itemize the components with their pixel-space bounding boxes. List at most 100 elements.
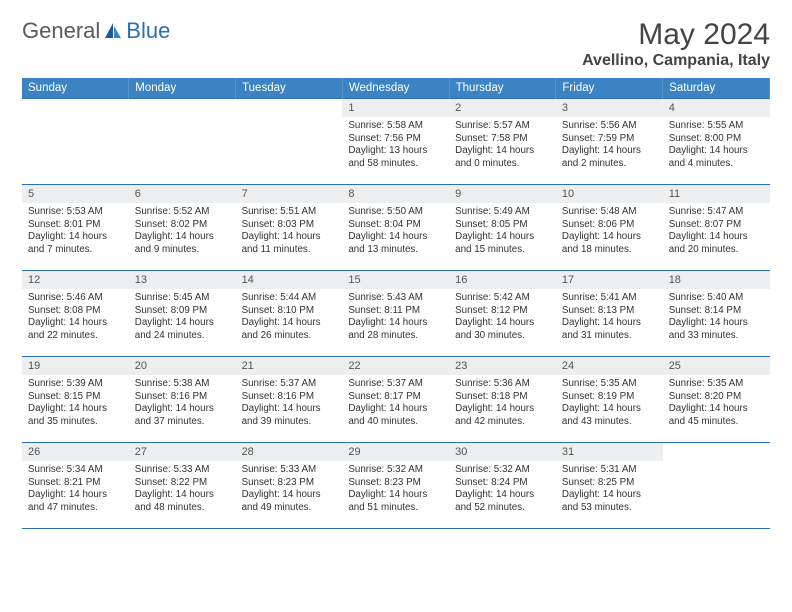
day-number: 24 <box>556 357 663 375</box>
day-body: Sunrise: 5:35 AMSunset: 8:19 PMDaylight:… <box>556 375 663 432</box>
day-number: 3 <box>556 99 663 117</box>
day-number: 8 <box>342 185 449 203</box>
day-body: Sunrise: 5:34 AMSunset: 8:21 PMDaylight:… <box>22 461 129 518</box>
calendar-day-cell: 15Sunrise: 5:43 AMSunset: 8:11 PMDayligh… <box>342 271 449 357</box>
sunset-line: Sunset: 8:08 PM <box>28 305 123 318</box>
day-body: Sunrise: 5:39 AMSunset: 8:15 PMDaylight:… <box>22 375 129 432</box>
day-body: Sunrise: 5:53 AMSunset: 8:01 PMDaylight:… <box>22 203 129 260</box>
sunset-line: Sunset: 7:58 PM <box>455 133 550 146</box>
calendar-day-cell: 21Sunrise: 5:37 AMSunset: 8:16 PMDayligh… <box>236 357 343 443</box>
day-body: Sunrise: 5:48 AMSunset: 8:06 PMDaylight:… <box>556 203 663 260</box>
day-body: Sunrise: 5:46 AMSunset: 8:08 PMDaylight:… <box>22 289 129 346</box>
calendar-day-cell: 8Sunrise: 5:50 AMSunset: 8:04 PMDaylight… <box>342 185 449 271</box>
day-body: Sunrise: 5:57 AMSunset: 7:58 PMDaylight:… <box>449 117 556 174</box>
day-body: Sunrise: 5:55 AMSunset: 8:00 PMDaylight:… <box>663 117 770 174</box>
weekday-header: Monday <box>129 78 236 99</box>
weekday-header: Sunday <box>22 78 129 99</box>
sunrise-line: Sunrise: 5:51 AM <box>242 206 337 219</box>
calendar-day-cell: 23Sunrise: 5:36 AMSunset: 8:18 PMDayligh… <box>449 357 556 443</box>
location-subtitle: Avellino, Campania, Italy <box>582 52 770 70</box>
title-block: May 2024 Avellino, Campania, Italy <box>582 18 770 70</box>
calendar-table: SundayMondayTuesdayWednesdayThursdayFrid… <box>22 78 770 529</box>
calendar-day-cell: 2Sunrise: 5:57 AMSunset: 7:58 PMDaylight… <box>449 99 556 185</box>
day-number: 14 <box>236 271 343 289</box>
daylight-line: Daylight: 14 hours and 42 minutes. <box>455 403 550 428</box>
daylight-line: Daylight: 14 hours and 40 minutes. <box>348 403 443 428</box>
sunrise-line: Sunrise: 5:43 AM <box>348 292 443 305</box>
sunset-line: Sunset: 8:15 PM <box>28 391 123 404</box>
sunrise-line: Sunrise: 5:49 AM <box>455 206 550 219</box>
sunrise-line: Sunrise: 5:35 AM <box>562 378 657 391</box>
daylight-line: Daylight: 14 hours and 11 minutes. <box>242 231 337 256</box>
calendar-day-cell: 5Sunrise: 5:53 AMSunset: 8:01 PMDaylight… <box>22 185 129 271</box>
daylight-line: Daylight: 14 hours and 24 minutes. <box>135 317 230 342</box>
sunrise-line: Sunrise: 5:56 AM <box>562 120 657 133</box>
sunset-line: Sunset: 8:10 PM <box>242 305 337 318</box>
calendar-day-cell: 22Sunrise: 5:37 AMSunset: 8:17 PMDayligh… <box>342 357 449 443</box>
calendar-week-row: 12Sunrise: 5:46 AMSunset: 8:08 PMDayligh… <box>22 271 770 357</box>
sunset-line: Sunset: 8:02 PM <box>135 219 230 232</box>
weekday-header-row: SundayMondayTuesdayWednesdayThursdayFrid… <box>22 78 770 99</box>
sunrise-line: Sunrise: 5:44 AM <box>242 292 337 305</box>
day-body: Sunrise: 5:58 AMSunset: 7:56 PMDaylight:… <box>342 117 449 174</box>
day-body: Sunrise: 5:43 AMSunset: 8:11 PMDaylight:… <box>342 289 449 346</box>
calendar-day-cell: 17Sunrise: 5:41 AMSunset: 8:13 PMDayligh… <box>556 271 663 357</box>
sunrise-line: Sunrise: 5:48 AM <box>562 206 657 219</box>
sunrise-line: Sunrise: 5:31 AM <box>562 464 657 477</box>
calendar-day-cell: 20Sunrise: 5:38 AMSunset: 8:16 PMDayligh… <box>129 357 236 443</box>
daylight-line: Daylight: 14 hours and 22 minutes. <box>28 317 123 342</box>
day-number: 26 <box>22 443 129 461</box>
day-number: 21 <box>236 357 343 375</box>
header: General Blue May 2024 Avellino, Campania… <box>22 18 770 70</box>
daylight-line: Daylight: 14 hours and 4 minutes. <box>669 145 764 170</box>
sunrise-line: Sunrise: 5:35 AM <box>669 378 764 391</box>
weekday-header: Wednesday <box>342 78 449 99</box>
calendar-empty-cell <box>129 99 236 185</box>
logo-text-blue: Blue <box>126 18 170 44</box>
sunset-line: Sunset: 8:23 PM <box>242 477 337 490</box>
calendar-day-cell: 26Sunrise: 5:34 AMSunset: 8:21 PMDayligh… <box>22 443 129 529</box>
daylight-line: Daylight: 14 hours and 9 minutes. <box>135 231 230 256</box>
day-body: Sunrise: 5:37 AMSunset: 8:16 PMDaylight:… <box>236 375 343 432</box>
day-body: Sunrise: 5:49 AMSunset: 8:05 PMDaylight:… <box>449 203 556 260</box>
sunset-line: Sunset: 8:16 PM <box>242 391 337 404</box>
sunrise-line: Sunrise: 5:32 AM <box>455 464 550 477</box>
sunrise-line: Sunrise: 5:37 AM <box>348 378 443 391</box>
day-body: Sunrise: 5:32 AMSunset: 8:24 PMDaylight:… <box>449 461 556 518</box>
daylight-line: Daylight: 14 hours and 28 minutes. <box>348 317 443 342</box>
day-number: 12 <box>22 271 129 289</box>
day-body: Sunrise: 5:52 AMSunset: 8:02 PMDaylight:… <box>129 203 236 260</box>
day-number: 22 <box>342 357 449 375</box>
sunset-line: Sunset: 8:11 PM <box>348 305 443 318</box>
calendar-day-cell: 25Sunrise: 5:35 AMSunset: 8:20 PMDayligh… <box>663 357 770 443</box>
daylight-line: Daylight: 14 hours and 35 minutes. <box>28 403 123 428</box>
sunset-line: Sunset: 8:05 PM <box>455 219 550 232</box>
sunset-line: Sunset: 8:23 PM <box>348 477 443 490</box>
calendar-body: 1Sunrise: 5:58 AMSunset: 7:56 PMDaylight… <box>22 99 770 529</box>
day-number: 30 <box>449 443 556 461</box>
calendar-day-cell: 9Sunrise: 5:49 AMSunset: 8:05 PMDaylight… <box>449 185 556 271</box>
calendar-week-row: 5Sunrise: 5:53 AMSunset: 8:01 PMDaylight… <box>22 185 770 271</box>
day-number: 16 <box>449 271 556 289</box>
sunset-line: Sunset: 8:16 PM <box>135 391 230 404</box>
sunrise-line: Sunrise: 5:33 AM <box>242 464 337 477</box>
sunrise-line: Sunrise: 5:32 AM <box>348 464 443 477</box>
day-body: Sunrise: 5:38 AMSunset: 8:16 PMDaylight:… <box>129 375 236 432</box>
daylight-line: Daylight: 14 hours and 47 minutes. <box>28 489 123 514</box>
daylight-line: Daylight: 14 hours and 0 minutes. <box>455 145 550 170</box>
daylight-line: Daylight: 14 hours and 7 minutes. <box>28 231 123 256</box>
day-number: 9 <box>449 185 556 203</box>
day-number: 27 <box>129 443 236 461</box>
day-number: 29 <box>342 443 449 461</box>
calendar-empty-cell <box>236 99 343 185</box>
day-number: 31 <box>556 443 663 461</box>
page-title: May 2024 <box>582 18 770 52</box>
daylight-line: Daylight: 14 hours and 52 minutes. <box>455 489 550 514</box>
day-number: 13 <box>129 271 236 289</box>
sunrise-line: Sunrise: 5:33 AM <box>135 464 230 477</box>
sunrise-line: Sunrise: 5:46 AM <box>28 292 123 305</box>
day-number: 19 <box>22 357 129 375</box>
daylight-line: Daylight: 14 hours and 49 minutes. <box>242 489 337 514</box>
day-body: Sunrise: 5:37 AMSunset: 8:17 PMDaylight:… <box>342 375 449 432</box>
daylight-line: Daylight: 14 hours and 15 minutes. <box>455 231 550 256</box>
